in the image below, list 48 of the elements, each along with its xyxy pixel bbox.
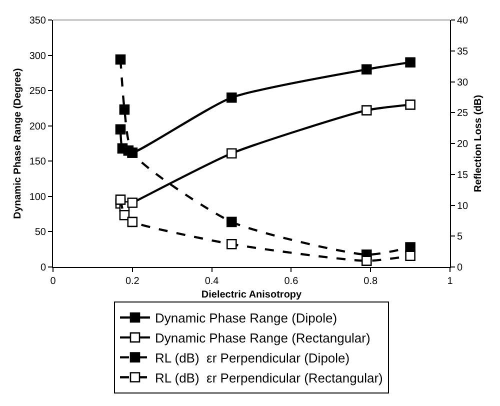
point — [361, 256, 372, 266]
point — [361, 105, 372, 116]
y-axis-title: Dynamic Phase Range (Degree) — [12, 68, 24, 219]
point — [115, 124, 126, 135]
y-tick-label: 100 — [29, 192, 46, 203]
x-tick-label: 0.4 — [204, 276, 220, 287]
y-tick-label: 350 — [29, 16, 46, 26]
y2-tick-label: 5 — [457, 232, 463, 243]
y2-tick-label: 40 — [457, 16, 469, 26]
point — [226, 148, 237, 159]
y-tick-label: 250 — [29, 86, 46, 98]
x-axis-title: Dielectric Anisotropy — [201, 290, 302, 300]
x-tick-label: 1 — [447, 276, 454, 287]
point — [226, 239, 237, 250]
point — [119, 210, 130, 220]
y2-tick-label: 10 — [457, 200, 469, 212]
y-tick-label: 150 — [29, 156, 46, 168]
y2-tick-label: 15 — [457, 170, 469, 181]
point — [405, 57, 416, 68]
point — [115, 54, 126, 65]
y-tick-label: 0 — [40, 262, 46, 274]
point — [361, 64, 372, 75]
x-tick-label: 0.8 — [364, 276, 378, 287]
point — [127, 216, 138, 228]
legend-label: Dynamic Phase Range (Rectangular) — [155, 330, 370, 346]
legend-label: RL (dB) εr Perpendicular (Dipole) — [155, 350, 350, 366]
point — [119, 104, 130, 115]
y2-axis-title: Reflection Loss (dB) — [473, 94, 484, 192]
x-tick-label: 0 — [50, 276, 56, 287]
y2-tick-label: 20 — [457, 139, 469, 150]
legend-label: Dynamic Phase Range (Dipole) — [155, 310, 338, 326]
x-tick-label: 0.2 — [125, 276, 140, 287]
y2-tick-label: 25 — [457, 108, 469, 120]
point — [115, 194, 126, 205]
y2-tick-label: 30 — [457, 77, 469, 88]
y2-tick-label: 35 — [457, 46, 469, 58]
y-tick-label: 50 — [34, 227, 46, 238]
point — [127, 148, 138, 158]
y-tick-label: 200 — [29, 121, 46, 132]
x-tick-label: 0.6 — [284, 276, 299, 287]
point — [127, 198, 138, 208]
y2-tick-label: 0 — [457, 262, 463, 274]
point — [405, 250, 416, 262]
point — [226, 216, 237, 228]
y-tick-label: 300 — [29, 50, 46, 62]
legend-label: RL (dB) εr Perpendicular (Rectangular) — [155, 370, 383, 386]
point — [405, 100, 416, 110]
point — [226, 92, 237, 103]
